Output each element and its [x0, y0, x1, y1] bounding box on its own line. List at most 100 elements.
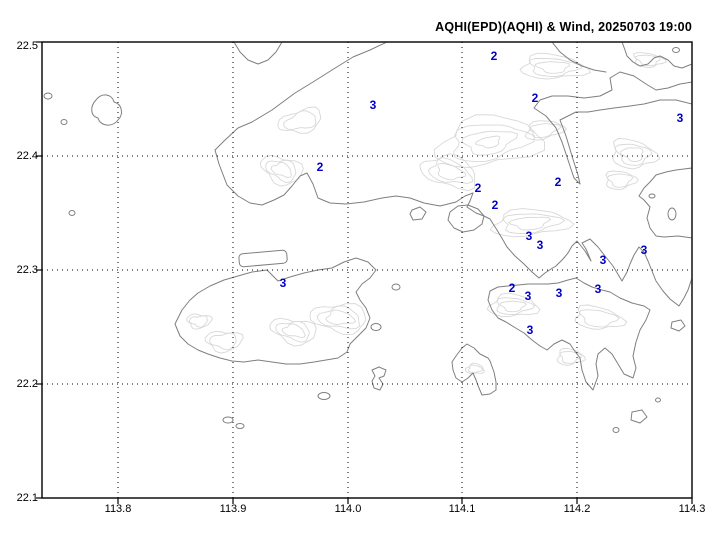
terrain-contour: [437, 162, 467, 181]
coastline-starling-inlet: [551, 42, 607, 73]
aqhi-station-value: 3: [527, 323, 534, 337]
terrain-contour: [309, 303, 367, 336]
aqhi-station-value: 3: [537, 238, 544, 252]
aqhi-station-value: 2: [475, 181, 482, 195]
terrain-contour: [556, 347, 586, 366]
island-soko-1: [222, 416, 234, 424]
y-tick-label: 22.4: [16, 150, 38, 162]
x-tick-label: 114.1: [448, 503, 476, 515]
x-tick-label: 113.9: [219, 503, 247, 515]
y-tick-label: 22.5: [16, 40, 38, 52]
terrain-contour: [501, 213, 566, 234]
axis-ticks: [36, 41, 693, 504]
terrain-contour: [519, 52, 592, 80]
coastline-shekou: [233, 42, 283, 65]
island-peng-chau: [391, 283, 401, 291]
terrain-contour: [496, 297, 536, 316]
airport-island: [238, 249, 288, 268]
terrain-contour: [534, 61, 571, 74]
aqhi-station-value: 3: [677, 111, 684, 125]
terrain-contour: [468, 364, 484, 374]
coastline-mainland: [214, 42, 692, 307]
island-topleft-1: [43, 92, 53, 100]
x-tick-label: 114.3: [678, 503, 706, 515]
terrain-contour: [464, 362, 485, 375]
terrain-contour: [427, 157, 474, 184]
aqhi-station-value: 3: [600, 253, 607, 267]
terrain-contour: [419, 153, 476, 192]
terrain-contour: [499, 300, 528, 313]
terrain-contour: [453, 124, 535, 163]
terrain-contour: [474, 135, 501, 149]
terrain-contour: [606, 173, 634, 188]
island-kau-sai: [667, 207, 677, 221]
terrain-contour: [283, 110, 317, 131]
aqhi-station-value: 3: [280, 276, 287, 290]
terrain-contour: [508, 216, 552, 231]
x-tick-label: 114.2: [563, 503, 591, 515]
terrain-contour: [277, 106, 322, 134]
island-west-1: [68, 210, 76, 216]
island-soko-2: [235, 423, 245, 429]
terrain-contour: [433, 114, 545, 169]
grid-layer: [42, 42, 692, 498]
terrain-contour: [529, 123, 562, 139]
terrain-contour: [528, 57, 583, 77]
island-hong-kong: [487, 277, 651, 391]
island-ma-wan: [409, 206, 427, 221]
x-tick-label: 114.0: [334, 503, 362, 515]
terrain-contour: [634, 54, 661, 67]
aqhi-station-value: 3: [370, 98, 377, 112]
plot-title: AQHI(EPD)(AQHI) & Wind, 20250703 19:00: [435, 20, 692, 34]
x-tick-label: 113.8: [104, 503, 132, 515]
terrain-contour: [269, 317, 317, 347]
island-lingding: [91, 94, 122, 126]
aqhi-station-value: 3: [556, 286, 563, 300]
terrain-contour: [259, 154, 304, 187]
terrain-contour: [461, 130, 519, 156]
aqhi-station-value: 3: [525, 289, 532, 303]
terrain-contour: [486, 292, 541, 318]
terrain-contour: [489, 208, 575, 238]
terrain-contour: [209, 332, 237, 351]
island-sharp: [648, 193, 656, 199]
terrain-contour: [578, 309, 620, 328]
y-tick-label: 22.2: [16, 378, 38, 390]
terrain-contour: [270, 161, 292, 178]
coastline-tolo-harbour: [533, 71, 692, 185]
terrain-contour: [620, 147, 644, 163]
y-tick-label: 22.1: [16, 492, 38, 504]
terrain-contour: [325, 309, 357, 326]
coastline-layer: [43, 42, 692, 433]
island-waglan: [655, 397, 661, 403]
aqhi-station-value: 3: [641, 243, 648, 257]
terrain-contour: [574, 304, 628, 330]
island-double-haven: [672, 47, 680, 53]
island-tung-lung: [670, 319, 686, 332]
aqhi-station-value: 2: [317, 160, 324, 174]
island-tsing-yi: [447, 204, 485, 233]
y-tick-label: 22.3: [16, 264, 38, 276]
terrain-contour: [316, 305, 360, 330]
aqhi-station-value: 2: [555, 175, 562, 189]
aqhi-station-value: 2: [492, 198, 499, 212]
terrain-contour: [188, 315, 208, 328]
island-po-toi: [630, 409, 648, 424]
aqhi-station-value: 2: [509, 281, 516, 295]
island-topleft-2: [60, 119, 68, 125]
island-beaufort: [612, 427, 620, 433]
coastline-mirs-bay: [621, 42, 692, 69]
island-lantau: [174, 257, 377, 365]
terrain-contour: [265, 159, 297, 184]
terrain-contours-layer: [186, 52, 667, 375]
terrain-contour: [524, 120, 568, 141]
aqhi-station-value: 3: [526, 229, 533, 243]
terrain-contour: [275, 320, 310, 343]
island-cheung-chau: [371, 366, 387, 391]
island-shek-kwu-chau: [317, 392, 331, 400]
aqhi-station-value: 3: [595, 282, 602, 296]
aqhi-station-value: 2: [491, 49, 498, 63]
